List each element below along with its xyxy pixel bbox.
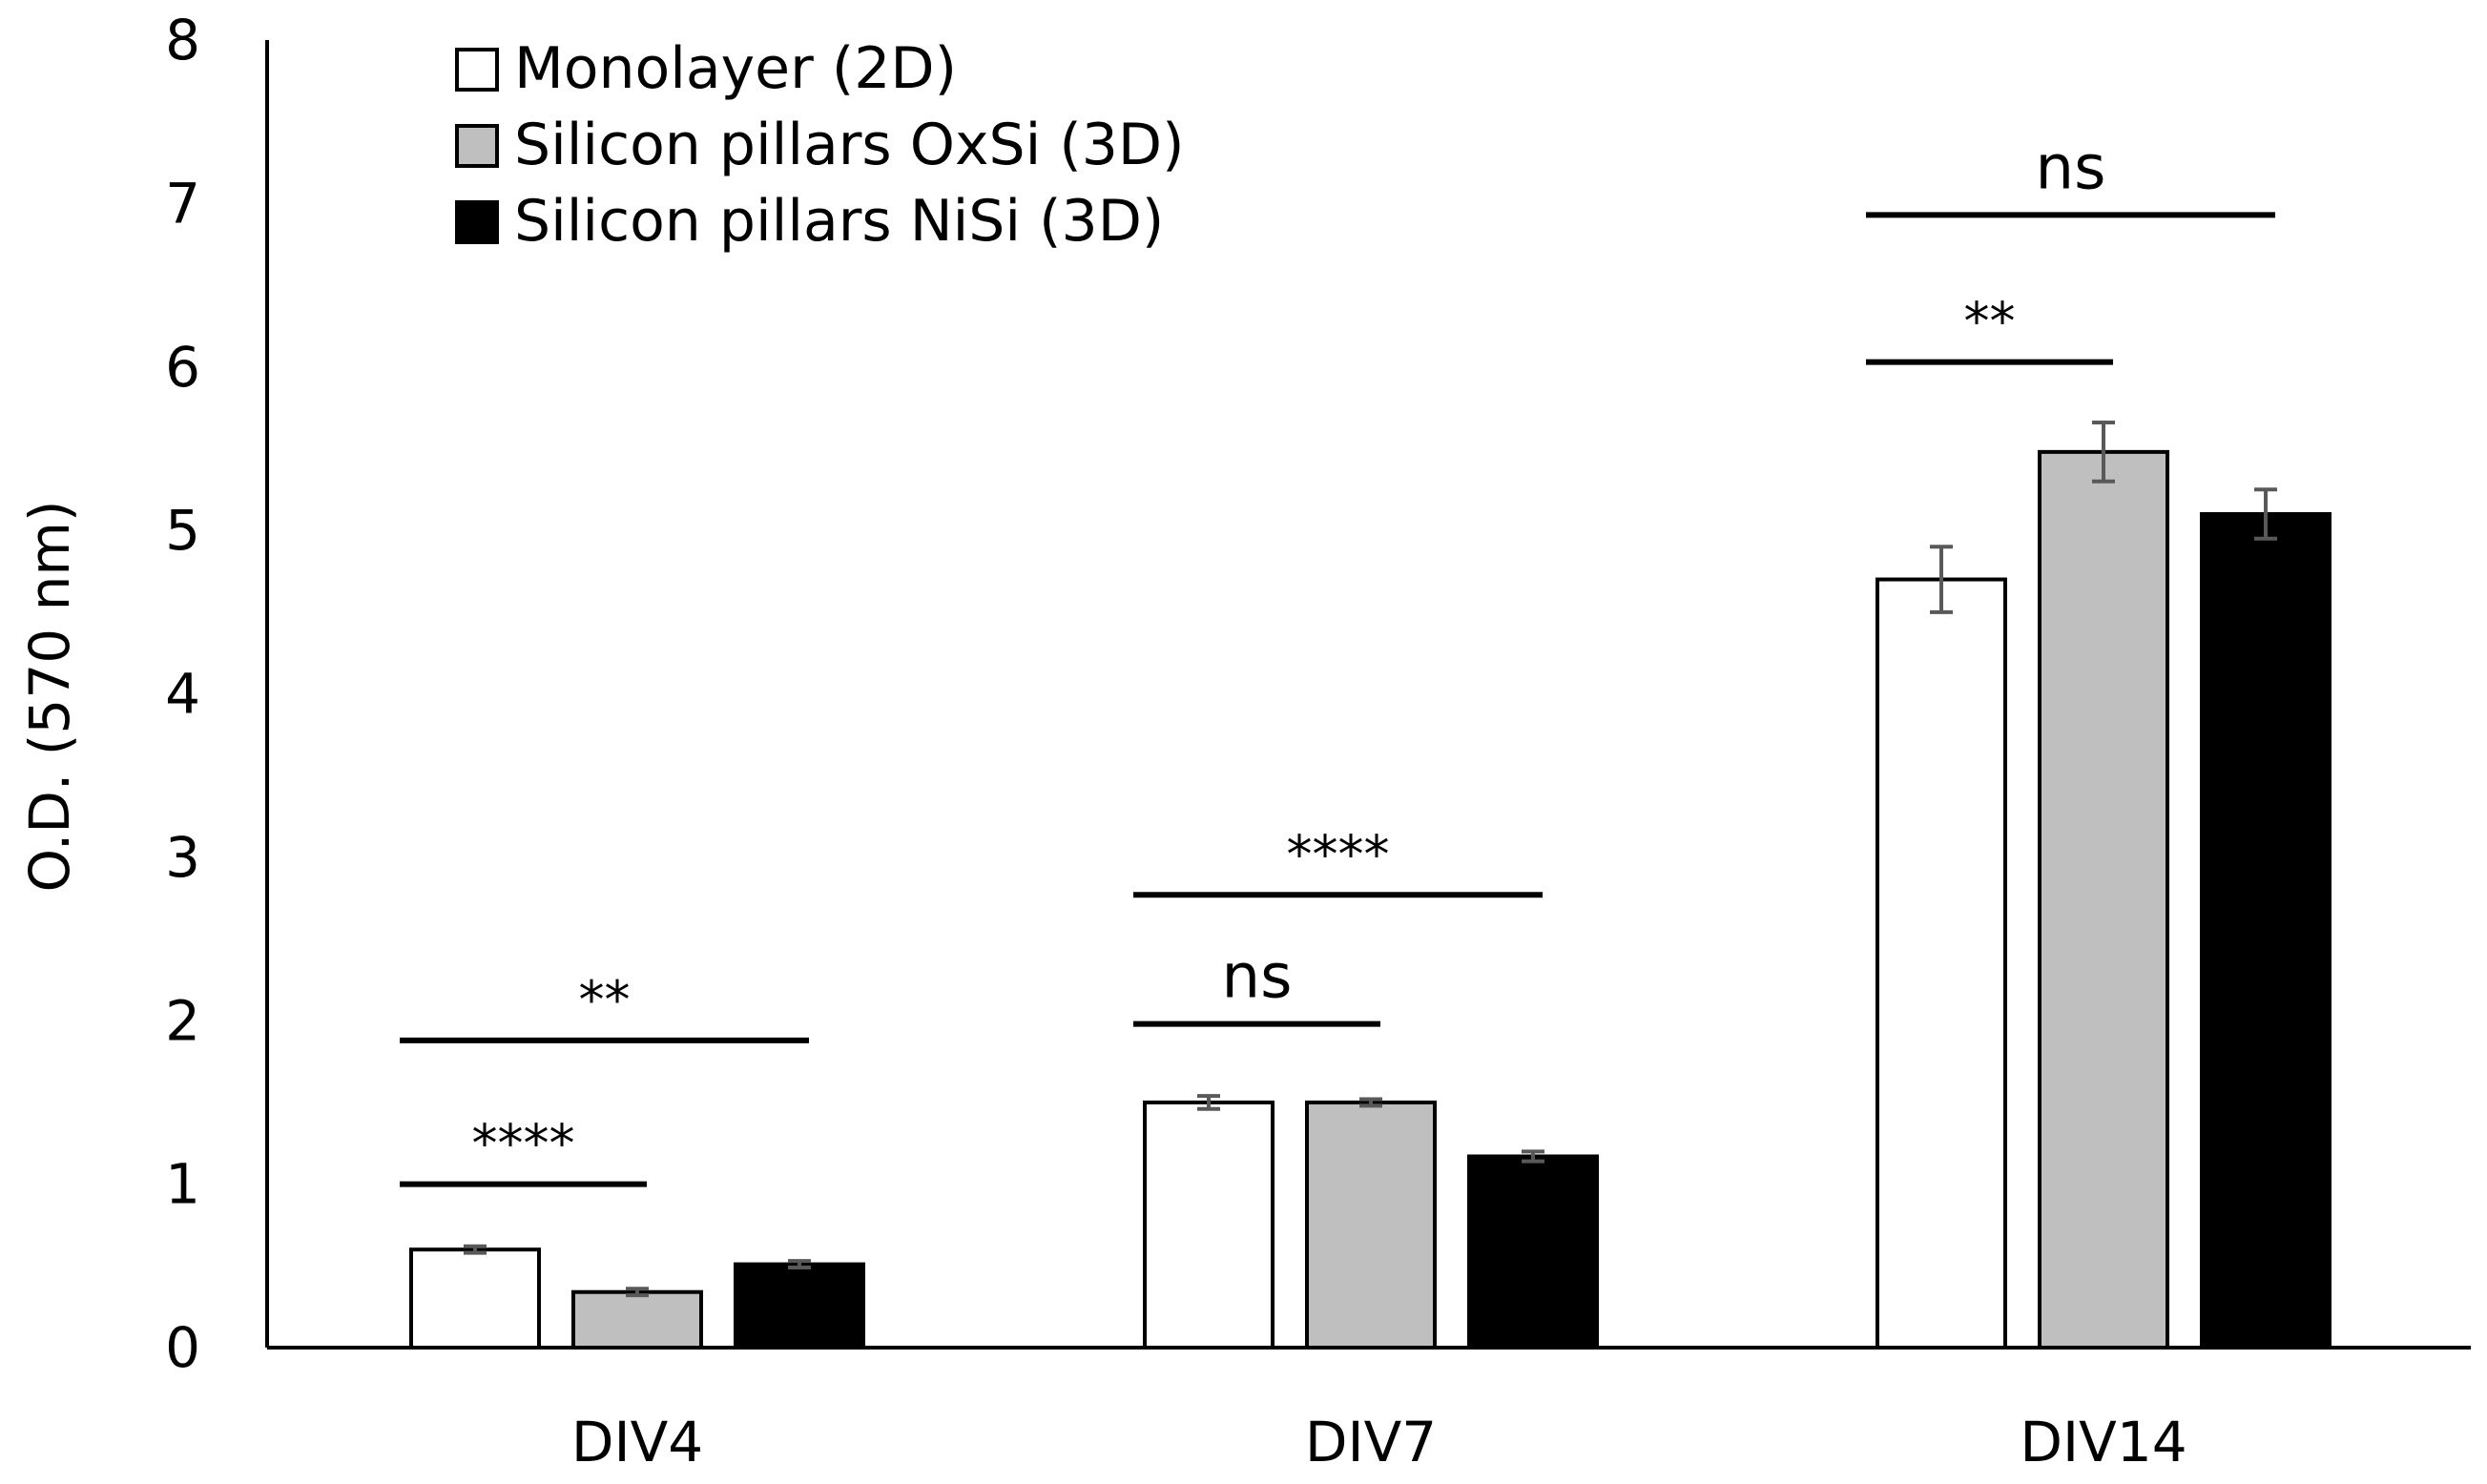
significance-label: ** bbox=[579, 970, 631, 1030]
y-tick-label: 2 bbox=[165, 988, 200, 1053]
y-tick-label: 3 bbox=[165, 825, 200, 890]
bar-div7-series-0 bbox=[1143, 1100, 1275, 1350]
y-tick-label: 0 bbox=[165, 1315, 200, 1380]
significance-label: ns bbox=[2036, 133, 2106, 203]
bar-div7-series-1 bbox=[1305, 1100, 1437, 1350]
bar-div14-series-1 bbox=[2038, 449, 2169, 1350]
legend-label: Monolayer (2D) bbox=[514, 35, 957, 102]
y-tick-label: 7 bbox=[165, 171, 200, 236]
bar-div7-series-2 bbox=[1467, 1154, 1599, 1350]
error-bar bbox=[1359, 1097, 1382, 1108]
bar-div4-series-1 bbox=[571, 1289, 703, 1350]
error-bar bbox=[788, 1259, 811, 1270]
legend-swatch bbox=[455, 48, 499, 92]
error-bar bbox=[1522, 1149, 1544, 1164]
significance-label: **** bbox=[472, 1114, 575, 1174]
significance-label: ** bbox=[1964, 292, 2016, 352]
error-bar bbox=[1197, 1094, 1220, 1111]
x-category-label: DIV7 bbox=[1305, 1410, 1437, 1474]
legend-label: Silicon pillars OxSi (3D) bbox=[514, 112, 1185, 178]
legend-swatch bbox=[455, 124, 499, 168]
error-bar bbox=[1930, 545, 1953, 614]
y-tick-label: 1 bbox=[165, 1152, 200, 1217]
error-bar bbox=[2092, 421, 2115, 484]
legend-swatch bbox=[455, 200, 499, 244]
y-tick-label: 8 bbox=[165, 8, 200, 72]
error-bar bbox=[464, 1244, 487, 1255]
y-tick-label: 4 bbox=[165, 662, 200, 727]
legend-label: Silicon pillars NiSi (3D) bbox=[514, 188, 1164, 255]
bar-div14-series-0 bbox=[1876, 577, 2007, 1350]
bar-div4-series-0 bbox=[409, 1247, 541, 1350]
x-category-label: DIV4 bbox=[571, 1410, 703, 1474]
x-category-label: DIV14 bbox=[2020, 1410, 2186, 1474]
error-bar bbox=[2254, 487, 2277, 541]
error-bar bbox=[626, 1287, 649, 1298]
bar-div4-series-2 bbox=[734, 1262, 865, 1350]
y-tick-label: 5 bbox=[165, 498, 200, 563]
significance-label: ns bbox=[1222, 942, 1293, 1013]
bar-div14-series-2 bbox=[2200, 511, 2332, 1350]
y-tick-label: 6 bbox=[165, 335, 200, 400]
significance-label: **** bbox=[1287, 824, 1390, 884]
y-axis-label: O.D. (570 nm) bbox=[17, 501, 82, 893]
